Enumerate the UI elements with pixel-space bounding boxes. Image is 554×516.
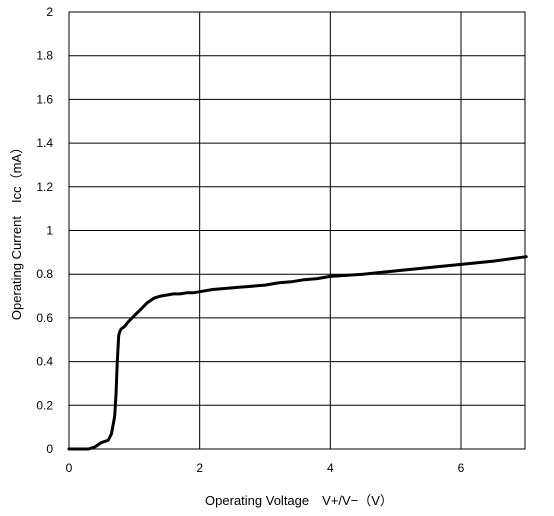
x-axis-label: Operating Voltage V+/V−（V）: [205, 493, 393, 508]
y-tick-label: 0.8: [36, 267, 53, 281]
y-tick-label: 1.2: [36, 180, 53, 194]
x-tick-labels: 0 2 4 6: [66, 461, 465, 475]
y-tick-label: 0.4: [36, 355, 53, 369]
x-tick-label: 4: [327, 461, 334, 475]
current-curve: [67, 255, 528, 451]
y-axis-label: Operating Current Icc（mA）: [9, 141, 24, 320]
grid: [69, 12, 525, 449]
x-tick-label: 2: [196, 461, 203, 475]
y-tick-label: 1.4: [36, 136, 53, 150]
x-tick-label: 0: [66, 461, 73, 475]
y-tick-label: 0.2: [36, 398, 53, 412]
y-tick-label: 0.6: [36, 311, 53, 325]
x-tick-label: 6: [458, 461, 465, 475]
plot-frame: [68, 11, 526, 450]
y-tick-label: 2: [46, 5, 53, 19]
y-tick-label: 1.6: [36, 92, 53, 106]
y-tick-labels: 0 0.2 0.4 0.6 0.8 1 1.2 1.4 1.6 1.8 2: [36, 5, 53, 456]
y-tick-label: 1: [46, 224, 53, 238]
y-tick-label: 1.8: [36, 49, 53, 63]
y-tick-label: 0: [46, 442, 53, 456]
